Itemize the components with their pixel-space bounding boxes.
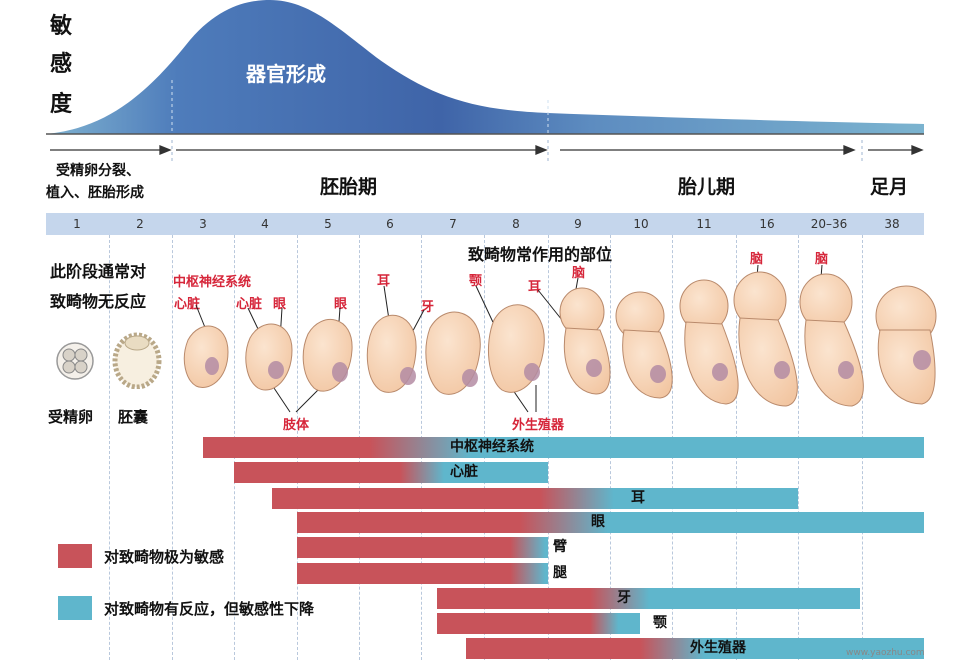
early-note-line2: 致畸物无反应 <box>50 292 147 311</box>
sensitivity-bar <box>203 437 924 458</box>
site-label-eye-1: 眼 <box>273 297 287 312</box>
site-label-teeth: 牙 <box>421 300 435 315</box>
stage-label-blastocyst: 胚囊 <box>118 408 149 426</box>
legend-swatch-high <box>58 544 92 568</box>
target-sites-title: 致畸物常作用的部位 <box>468 245 613 264</box>
stage-label-zygote: 受精卵 <box>48 408 94 426</box>
period-fetal: 胎儿期 <box>678 176 736 198</box>
site-label-brain-3: 脑 <box>815 252 829 267</box>
site-label-cns: 中枢神经系统 <box>173 275 252 290</box>
week-label: 16 <box>759 217 775 231</box>
week-label: 11 <box>696 217 712 231</box>
sensitivity-bar <box>297 563 548 584</box>
sensitivity-bar <box>466 638 924 659</box>
week-gridline <box>172 235 173 660</box>
sensitivity-bar <box>272 488 798 509</box>
site-label-limbs: 肢体 <box>283 418 310 433</box>
site-label-heart-2: 心脏 <box>236 297 263 312</box>
week-label: 3 <box>199 217 207 231</box>
site-label-heart-1: 心脏 <box>174 297 201 312</box>
blastocyst-icon <box>112 332 162 389</box>
week-label: 1 <box>73 217 81 231</box>
legend-text-reduced: 对致畸物有反应，但敏感性下降 <box>104 600 315 618</box>
week-label: 20–36 <box>810 217 848 231</box>
legend-text-high: 对致畸物极为敏感 <box>104 548 225 566</box>
y-axis-label-3: 度 <box>50 92 73 117</box>
watermark: www.yaozhu.com <box>846 648 925 658</box>
sensitivity-bar <box>437 613 640 634</box>
sensitivity-curve <box>46 0 924 135</box>
period-term: 足月 <box>870 176 909 198</box>
week-gridline <box>109 235 110 660</box>
sensitivity-bar-label: 中枢神经系统 <box>450 439 534 455</box>
sensitivity-bar <box>437 588 860 609</box>
week-label: 10 <box>633 217 649 231</box>
curve-label: 器官形成 <box>246 62 326 86</box>
sensitivity-bar-label: 心脏 <box>450 464 478 480</box>
y-axis-label-2: 感 <box>50 52 73 77</box>
week-label: 38 <box>884 217 900 231</box>
site-label-ear-2: 耳 <box>528 280 542 295</box>
week-label: 8 <box>512 217 520 231</box>
legend-swatch-reduced <box>58 596 92 620</box>
period-embryonic: 胚胎期 <box>320 176 378 198</box>
week-label: 5 <box>324 217 332 231</box>
period-arrows <box>50 140 924 164</box>
week-label: 4 <box>261 217 269 231</box>
site-label-eye-2: 眼 <box>334 297 348 312</box>
sensitivity-bar <box>297 512 924 533</box>
early-note-line1: 此阶段通常对 <box>50 262 147 281</box>
period-early-line2: 植入、胚胎形成 <box>46 185 144 201</box>
zygote-icon <box>56 342 94 380</box>
site-label-ear-1: 耳 <box>377 274 391 289</box>
sensitivity-bar-label: 腿 <box>553 565 567 581</box>
sensitivity-bar-label: 眼 <box>591 514 605 530</box>
y-axis-label-1: 敏 <box>50 14 73 39</box>
period-early-line1: 受精卵分裂、 <box>56 163 140 179</box>
site-label-jaw: 颚 <box>469 274 483 289</box>
sensitivity-bar-label: 牙 <box>617 590 631 606</box>
site-label-brain-1: 脑 <box>572 266 586 281</box>
site-label-genitalia: 外生殖器 <box>512 418 565 433</box>
sensitivity-bar-label: 臂 <box>553 539 567 555</box>
site-label-brain-2: 脑 <box>750 252 764 267</box>
week-label: 7 <box>449 217 457 231</box>
sensitivity-bar <box>234 462 548 483</box>
sensitivity-bar <box>297 537 548 558</box>
sensitivity-bar-label: 外生殖器 <box>690 640 746 656</box>
sensitivity-curve-area <box>46 0 924 134</box>
week-label: 2 <box>136 217 144 231</box>
week-label: 9 <box>574 217 582 231</box>
sensitivity-bar-label: 颚 <box>653 615 667 631</box>
week-label: 6 <box>386 217 394 231</box>
sensitivity-bar-label: 耳 <box>631 490 645 506</box>
week-axis: 1 2 3 4 5 6 7 8 9 10 11 16 20–36 38 <box>46 213 924 235</box>
